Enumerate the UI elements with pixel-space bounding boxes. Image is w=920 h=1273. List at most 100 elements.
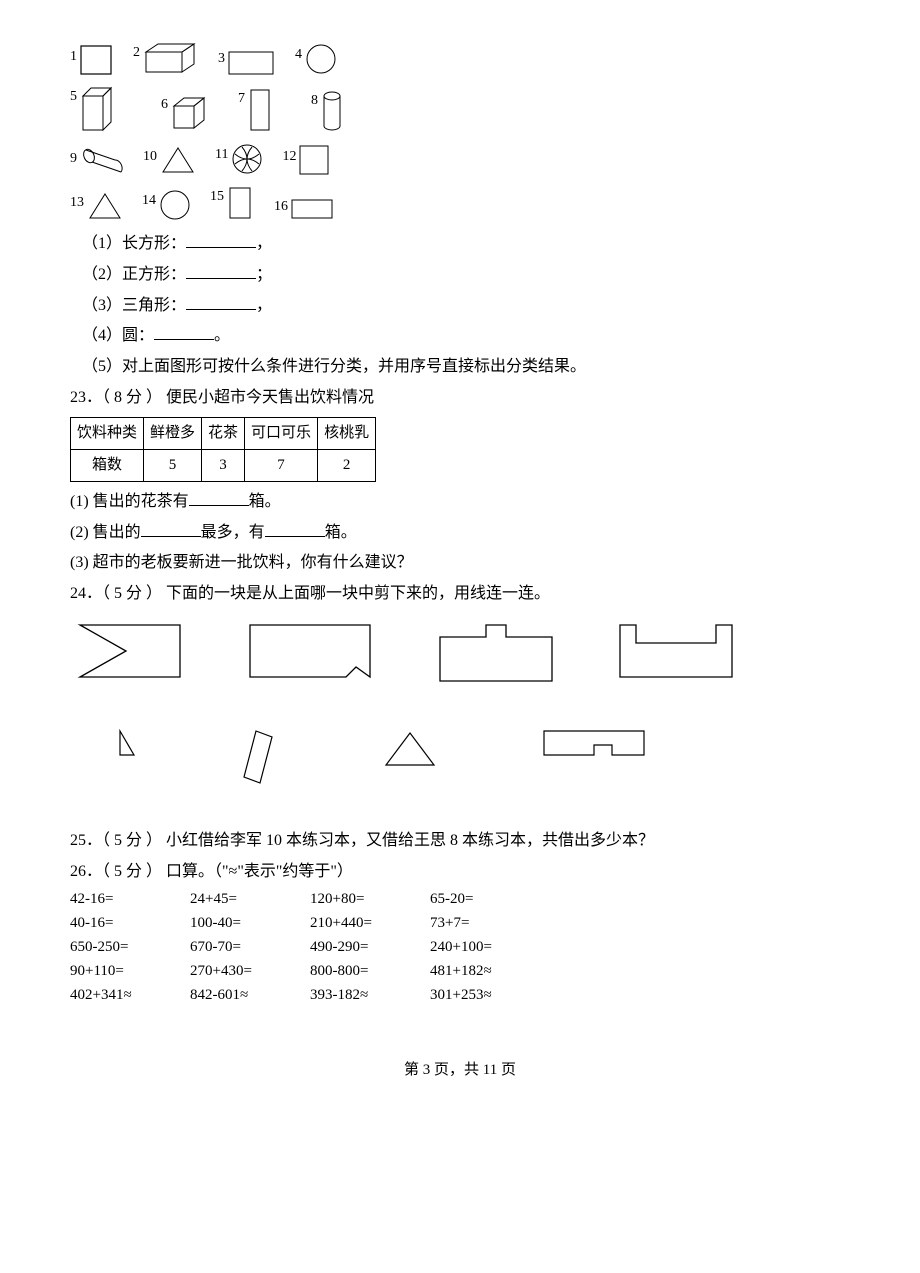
text: 最多，有	[201, 524, 265, 541]
blank[interactable]	[141, 520, 201, 537]
table-header-row: 饮料种类 鲜橙多 花茶 可口可乐 核桃乳	[71, 417, 376, 449]
calc-cell: 65-20=	[430, 887, 550, 911]
text: (1) 售出的花茶有	[70, 493, 189, 510]
shape-label: 8	[311, 88, 318, 113]
shape-label: 16	[274, 194, 288, 219]
cuboid-icon	[142, 40, 200, 76]
fill-line-4: （4）圆：。	[70, 322, 850, 351]
text: 页	[497, 1062, 516, 1078]
shape-label: 7	[238, 86, 245, 111]
calc-grid: 42-16= 24+45= 120+80= 65-20= 40-16= 100-…	[70, 887, 850, 1007]
shape-label: 14	[142, 188, 156, 213]
shape-14: 14	[142, 188, 192, 222]
cylinder-icon	[320, 88, 344, 134]
shape-6: 6	[161, 92, 210, 134]
th: 花茶	[202, 417, 245, 449]
calc-cell: 402+341≈	[70, 983, 190, 1007]
piece-triangle-small	[116, 727, 140, 759]
td: 2	[318, 449, 376, 481]
shape-16: 16	[274, 194, 336, 222]
text: 。	[214, 327, 230, 344]
calc-cell: 670-70=	[190, 935, 310, 959]
shape-label: 4	[295, 42, 302, 67]
text: ，	[256, 235, 272, 252]
shape-label: 3	[218, 46, 225, 71]
calc-cell: 490-290=	[310, 935, 430, 959]
shape-15: 15	[210, 184, 256, 222]
shape-13: 13	[70, 190, 124, 222]
shape-row-4: 13 14 15 16	[70, 184, 850, 222]
q24-head: 24．（ 5 分 ） 下面的一块是从上面哪一块中剪下来的，用线连一连。	[70, 580, 850, 609]
calc-cell: 90+110=	[70, 959, 190, 983]
calc-cell: 240+100=	[430, 935, 550, 959]
blank[interactable]	[186, 231, 256, 248]
shape-5: 5	[70, 84, 117, 134]
th: 可口可乐	[245, 417, 318, 449]
calc-cell: 100-40=	[190, 911, 310, 935]
rectangle-icon	[290, 194, 336, 222]
shape-label: 10	[143, 144, 157, 169]
q26-head: 26．（ 5 分 ） 口算。（"≈"表示"约等于"）	[70, 858, 850, 887]
shape-label: 9	[70, 146, 77, 171]
bottom-shapes-row	[70, 727, 850, 787]
calc-cell: 393-182≈	[310, 983, 430, 1007]
th: 核桃乳	[318, 417, 376, 449]
cut-shape-3	[436, 621, 556, 687]
shape-12: 12	[282, 144, 332, 176]
calc-cell: 842-601≈	[190, 983, 310, 1007]
rectangle-icon	[226, 184, 256, 222]
q23-s1: (1) 售出的花茶有箱。	[70, 488, 850, 517]
page-footer: 第 3 页，共 11 页	[70, 1057, 850, 1084]
text: 箱。	[325, 524, 357, 541]
page-total: 11	[483, 1062, 497, 1078]
th: 饮料种类	[71, 417, 144, 449]
q25: 25．（ 5 分 ） 小红借给李军 10 本练习本，又借给王思 8 本练习本，共…	[70, 827, 850, 856]
blank[interactable]	[189, 489, 249, 506]
shape-2: 2	[133, 40, 200, 76]
td: 5	[144, 449, 202, 481]
q23-head: 23．（ 8 分 ） 便民小超市今天售出饮料情况	[70, 384, 850, 413]
circle-icon	[304, 42, 338, 76]
shape-row-2: 5 6 7 8	[70, 84, 850, 134]
blank[interactable]	[186, 293, 256, 310]
calc-cell: 210+440=	[310, 911, 430, 935]
cut-shape-1	[76, 621, 186, 681]
shape-11: 11	[215, 142, 264, 176]
cube-icon	[170, 92, 210, 134]
shape-row-1: 1 2 3 4	[70, 40, 850, 76]
th: 鲜橙多	[144, 417, 202, 449]
blank[interactable]	[265, 520, 325, 537]
text: 第	[404, 1062, 423, 1078]
triangle-icon	[159, 144, 197, 176]
shape-label: 12	[282, 144, 296, 169]
td: 箱数	[71, 449, 144, 481]
text: （2）正方形：	[82, 266, 186, 283]
blank[interactable]	[186, 262, 256, 279]
shape-8: 8	[311, 88, 344, 134]
calc-cell: 40-16=	[70, 911, 190, 935]
shape-row-3: 9 10 11 12	[70, 142, 850, 176]
table-row: 箱数 5 3 7 2	[71, 449, 376, 481]
piece-notched-rect	[540, 727, 650, 761]
cut-shape-2	[246, 621, 376, 681]
fill-line-2: （2）正方形：；	[70, 261, 850, 290]
shape-label: 6	[161, 92, 168, 117]
fill-line-3: （3）三角形：，	[70, 292, 850, 321]
tall-rectangle-icon	[247, 86, 275, 134]
fill-line-5: （5）对上面图形可按什么条件进行分类，并用序号直接标出分类结果。	[70, 353, 850, 382]
shape-10: 10	[143, 144, 197, 176]
calc-cell: 42-16=	[70, 887, 190, 911]
shape-label: 1	[70, 44, 77, 69]
square-icon	[298, 144, 332, 176]
fill-line-1: （1）长方形：，	[70, 230, 850, 259]
triangle-icon	[86, 190, 124, 222]
calc-cell: 24+45=	[190, 887, 310, 911]
shape-label: 11	[215, 142, 228, 167]
cut-shape-4	[616, 621, 736, 681]
shape-3: 3	[218, 46, 277, 76]
blank[interactable]	[154, 323, 214, 340]
calc-cell: 270+430=	[190, 959, 310, 983]
shape-label: 5	[70, 84, 77, 109]
top-shapes-row	[70, 621, 850, 687]
shape-1: 1	[70, 44, 115, 76]
